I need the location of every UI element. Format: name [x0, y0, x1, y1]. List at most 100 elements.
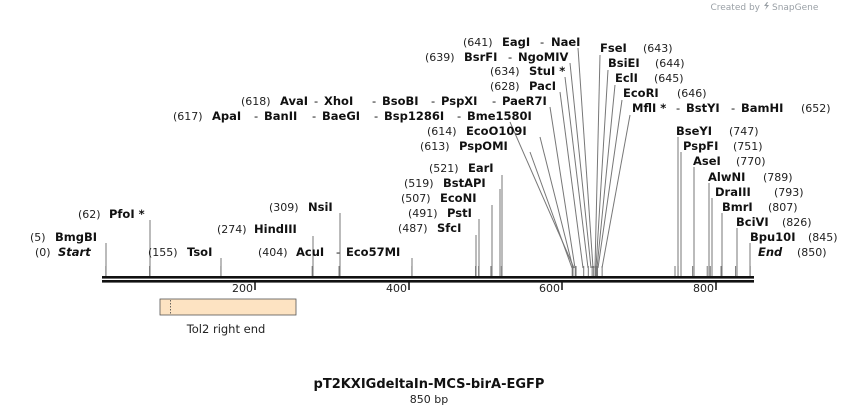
site-avai-name[interactable]: AvaI	[280, 94, 308, 108]
site-hindiii[interactable]: (274) HindIII	[217, 222, 297, 236]
site-pspomi-name[interactable]: PspOMI	[459, 139, 508, 153]
site-pspomi[interactable]: (613) PspOMI	[420, 139, 508, 153]
site-bcivi-name[interactable]: BciVI	[736, 215, 769, 229]
site-bmri[interactable]: BmrI (807)	[722, 200, 798, 214]
credit-text: Created by	[710, 3, 760, 13]
site-avai-position: (618)	[241, 95, 271, 108]
site-asei[interactable]: AseI (770)	[693, 154, 766, 168]
site-bmgbi-name[interactable]: BmgBI	[55, 230, 97, 244]
site-psti-name[interactable]: PstI	[447, 206, 472, 220]
site-bsiei[interactable]: BsiEI (644)	[608, 56, 685, 70]
connector-mfli	[601, 114, 631, 269]
site-alwni-name[interactable]: AlwNI	[708, 170, 745, 184]
site-bsrfi-group[interactable]: (639) BsrFI - NgoMIV	[425, 50, 568, 64]
site-bseyi[interactable]: BseYI (747)	[676, 124, 759, 138]
site-bpu10i[interactable]: Bpu10I (845)	[750, 230, 838, 244]
connector-bsiei	[595, 69, 609, 269]
site-eagi-name[interactable]: EagI	[502, 35, 530, 49]
site-ecli[interactable]: EclI (645)	[615, 71, 684, 85]
site-paci-name[interactable]: PacI	[529, 79, 556, 93]
site-hindiii-name[interactable]: HindIII	[254, 222, 297, 236]
site-mfli-group[interactable]: MflI * - BstYI - BamHI (652)	[632, 101, 831, 115]
site-bcivi-position: (826)	[782, 216, 812, 229]
site-ngomiv-name[interactable]: NgoMIV	[518, 50, 568, 64]
site-mfli-name[interactable]: MflI *	[632, 101, 666, 115]
site-pfoi-name[interactable]: PfoI *	[109, 207, 145, 221]
site-ecoo109i[interactable]: (614) EcoO109I	[427, 124, 527, 138]
site-paci[interactable]: (628) PacI	[490, 79, 556, 93]
ruler-label-200: 200	[232, 282, 253, 295]
site-bpu10i-name[interactable]: Bpu10I	[750, 230, 795, 244]
site-banii-name[interactable]: BanII	[264, 109, 297, 123]
site-nsii[interactable]: (309) NsiI	[269, 200, 333, 214]
ruler: 200 400 600 800	[232, 282, 717, 295]
site-econi[interactable]: (507) EcoNI	[401, 191, 476, 205]
site-bme1580i-name[interactable]: Bme1580I	[467, 109, 532, 123]
site-apai-group[interactable]: (617) ApaI - BanII - BaeGI - Bsp1286I - …	[173, 109, 532, 123]
site-avai-group[interactable]: (618) AvaI - XhoI - BsoBI - PspXI - PaeR…	[241, 94, 547, 108]
site-eari-name[interactable]: EarI	[468, 161, 494, 175]
site-apai-position: (617)	[173, 110, 203, 123]
site-bcivi[interactable]: BciVI (826)	[736, 215, 812, 229]
feature-label: Tol2 right end	[186, 322, 266, 336]
site-bstapi-name[interactable]: BstAPI	[443, 176, 486, 190]
site-bsrfi-name[interactable]: BsrFI	[464, 50, 497, 64]
site-ecori[interactable]: EcoRI (646)	[623, 86, 707, 100]
site-bmri-position: (807)	[768, 201, 798, 214]
site-bseyi-name[interactable]: BseYI	[676, 124, 712, 138]
site-eco57mi-name[interactable]: Eco57MI	[346, 245, 400, 259]
site-bsp1286i-name[interactable]: Bsp1286I	[384, 109, 444, 123]
site-asei-name[interactable]: AseI	[693, 154, 721, 168]
site-psti-position: (491)	[408, 207, 438, 220]
site-sfci[interactable]: (487) SfcI	[398, 221, 461, 235]
site-stui-name[interactable]: StuI *	[529, 64, 565, 78]
site-ecli-position: (645)	[654, 72, 684, 85]
site-avai-separator-1: -	[314, 94, 318, 108]
site-bsobi-name[interactable]: BsoBI	[382, 94, 419, 108]
site-baegi-name[interactable]: BaeGI	[322, 109, 360, 123]
site-xhoi-name[interactable]: XhoI	[324, 94, 353, 108]
site-tsoi-name[interactable]: TsoI	[187, 245, 212, 259]
site-psti[interactable]: (491) PstI	[408, 206, 472, 220]
site-draiii-name[interactable]: DraIII	[715, 185, 751, 199]
site-eagi-group[interactable]: (641) EagI - NaeI	[463, 35, 580, 49]
site-acui[interactable]: (404) AcuI - Eco57MI	[258, 245, 400, 259]
site-eari[interactable]: (521) EarI	[429, 161, 494, 175]
site-bstapi[interactable]: (519) BstAPI	[404, 176, 486, 190]
site-econi-name[interactable]: EcoNI	[440, 191, 476, 205]
site-fsei-name[interactable]: FseI	[600, 41, 627, 55]
site-ecoo109i-name[interactable]: EcoO109I	[466, 124, 527, 138]
feature-bar[interactable]	[159, 298, 297, 316]
site-paer7i-name[interactable]: PaeR7I	[502, 94, 547, 108]
site-ecori-position: (646)	[677, 87, 707, 100]
site-naei-name[interactable]: NaeI	[551, 35, 580, 49]
site-apai-name[interactable]: ApaI	[212, 109, 241, 123]
site-pspfi-name[interactable]: PspFI	[683, 139, 718, 153]
site-bstyi-name[interactable]: BstYI	[686, 101, 720, 115]
connector-ecli	[596, 84, 616, 269]
site-acui-name[interactable]: AcuI	[296, 245, 324, 259]
site-alwni[interactable]: AlwNI (789)	[708, 170, 793, 184]
site-pfoi[interactable]: (62) PfoI *	[78, 207, 145, 221]
site-ecli-name[interactable]: EclI	[615, 71, 638, 85]
site-bamhi-name[interactable]: BamHI	[741, 101, 783, 115]
site-pspxi-name[interactable]: PspXI	[441, 94, 477, 108]
site-bmgbi[interactable]: (5) BmgBI	[30, 230, 97, 244]
site-stui[interactable]: (634) StuI *	[490, 64, 565, 78]
site-pspfi[interactable]: PspFI (751)	[683, 139, 763, 153]
site-draiii-position: (793)	[774, 186, 804, 199]
site-ecori-name[interactable]: EcoRI	[623, 86, 659, 100]
site-tsoi[interactable]: (155) TsoI	[148, 245, 212, 259]
site-alwni-position: (789)	[763, 171, 793, 184]
feature-tol2-right-end[interactable]: Tol2 right end	[159, 298, 297, 336]
site-bsiei-name[interactable]: BsiEI	[608, 56, 640, 70]
sequence-backbone	[102, 276, 754, 283]
site-bmri-name[interactable]: BmrI	[722, 200, 753, 214]
site-nsii-name[interactable]: NsiI	[308, 200, 333, 214]
backbone-bottom-strand	[102, 280, 754, 283]
site-sfci-name[interactable]: SfcI	[437, 221, 461, 235]
site-bstapi-position: (519)	[404, 177, 434, 190]
credit-brand: SnapGene	[772, 3, 819, 13]
site-draiii[interactable]: DraIII (793)	[715, 185, 804, 199]
site-fsei[interactable]: FseI (643)	[600, 41, 673, 55]
